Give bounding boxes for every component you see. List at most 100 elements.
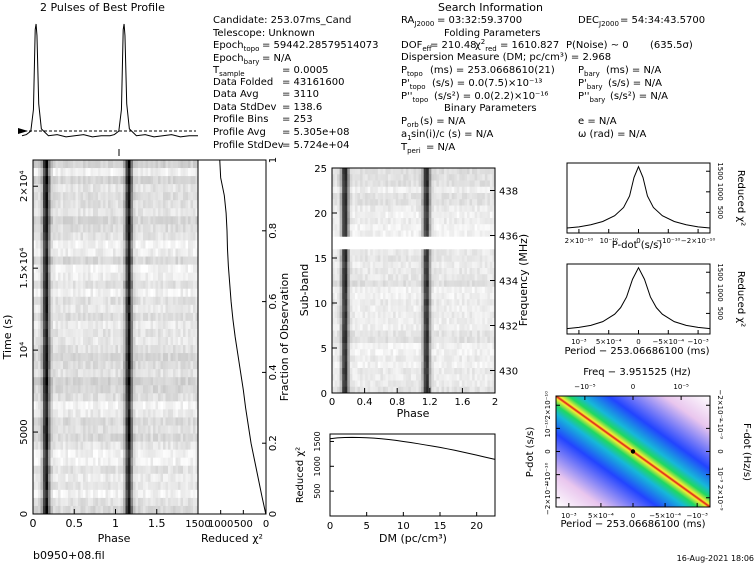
subband-phase-cell: [423, 211, 427, 219]
subband-phase-cell: [446, 311, 450, 319]
time-phase-cell: [88, 328, 91, 338]
time-phase-cell: [183, 465, 186, 475]
time-phase-cell: [175, 481, 179, 491]
subband-phase-cell: [431, 305, 435, 313]
time-phase-cell: [185, 441, 189, 451]
subband-phase-cell: [461, 255, 465, 263]
subband-phase-cell: [385, 205, 389, 213]
time-phase-cell: [98, 328, 101, 338]
time-phase-cell: [158, 216, 161, 225]
time-phase-cell: [163, 200, 166, 209]
time-phase-cell: [103, 481, 106, 491]
subband-phase-cell: [482, 261, 486, 269]
subband-phase-cell: [354, 199, 358, 206]
time-phase-cell: [133, 473, 136, 483]
time-phase-cell: [130, 312, 134, 322]
time-phase-cell: [108, 441, 111, 451]
time-phase-cell: [50, 465, 54, 475]
time-phase-cell: [35, 393, 39, 402]
time-phase-cell: [35, 224, 39, 233]
time-phase-cell: [78, 320, 81, 330]
time-phase-cell: [140, 192, 144, 201]
subband-phase-cell: [466, 180, 470, 188]
time-phase-cell: [158, 393, 161, 402]
time-phase-cell: [195, 208, 199, 217]
subband-phase-cell: [423, 243, 427, 250]
time-phase-cell: [70, 248, 74, 257]
subband-phase-cell: [464, 168, 468, 175]
subband-phase-cell: [344, 299, 348, 306]
time-phase-cell: [195, 312, 199, 322]
time-phase-cell: [133, 224, 136, 233]
time-phase-cell: [118, 465, 121, 475]
time-phase-cell: [188, 192, 191, 201]
time-phase-cell: [90, 232, 94, 241]
time-phase-cell: [78, 208, 81, 217]
subband-phase-cell: [489, 199, 493, 206]
time-phase-cell: [173, 288, 176, 298]
subband-phase-cell: [398, 218, 402, 225]
subband-phase-cell: [466, 211, 470, 219]
subband-phase-cell: [337, 349, 341, 356]
subband-phase-cell: [454, 343, 458, 350]
subband-phase-cell: [405, 280, 409, 288]
time-phase-cell: [158, 224, 161, 233]
subband-phase-cell: [360, 343, 363, 350]
time-phase-cell: [138, 433, 141, 442]
subband-phase-cell: [339, 230, 343, 238]
time-phase-cell: [130, 264, 134, 274]
time-phase-cell: [110, 377, 114, 386]
time-phase-cell: [58, 192, 61, 201]
subband-phase-cell: [492, 243, 496, 250]
subband-phase-cell: [334, 249, 338, 256]
subband-phase-cell: [444, 293, 448, 300]
time-phase-cell: [125, 337, 129, 346]
subband-phase-cell: [332, 243, 335, 250]
time-phase-cell: [65, 192, 69, 201]
time-phase-cell: [38, 377, 41, 386]
time-phase-cell: [80, 409, 84, 418]
time-phase-cell: [153, 401, 156, 410]
time-phase-cell: [183, 417, 186, 426]
time-phase-cell: [110, 441, 114, 451]
time-phase-cell: [33, 337, 36, 346]
time-phase-cell: [180, 248, 184, 257]
subband-phase-cell: [482, 268, 486, 275]
subband-phase-cell: [388, 330, 391, 338]
time-phase-cell: [125, 457, 129, 467]
time-phase-cell: [73, 393, 76, 402]
subband-phase-cell: [349, 343, 353, 350]
time-phase-cell: [188, 449, 191, 459]
time-phase-cell: [150, 393, 154, 402]
time-phase-cell: [168, 417, 171, 426]
subband-phase-cell: [433, 299, 437, 306]
subband-phase-cell: [408, 299, 412, 306]
subband-phase-cell: [482, 286, 486, 294]
time-phase-cell: [193, 409, 196, 418]
time-phase-cell: [80, 160, 84, 169]
time-phase-cell: [145, 401, 149, 410]
time-phase-cell: [125, 433, 129, 442]
subband-phase-cell: [477, 199, 481, 206]
time-phase-cell: [75, 433, 79, 442]
time-phase-cell: [40, 409, 44, 418]
subband-phase-cell: [342, 268, 346, 275]
time-phase-cell: [45, 361, 49, 370]
time-phase-cell: [108, 256, 111, 265]
subband-phase-cell: [410, 324, 414, 331]
subband-phase-cell: [469, 249, 473, 256]
time-phase-cell: [143, 353, 146, 362]
time-phase-cell: [83, 248, 86, 257]
time-phase-cell: [103, 328, 106, 338]
time-phase-cell: [65, 312, 69, 322]
subband-phase-cell: [370, 249, 374, 256]
time-phase-cell: [165, 328, 169, 338]
time-phase-cell: [135, 369, 139, 378]
time-phase-cell: [120, 328, 124, 338]
time-phase-cell: [93, 393, 96, 402]
time-phase-cell: [175, 296, 179, 306]
subband-phase-cell: [421, 186, 425, 194]
subband-phase-cell: [354, 249, 358, 256]
time-phase-cell: [155, 192, 159, 201]
subband-phase-cell: [444, 330, 448, 338]
